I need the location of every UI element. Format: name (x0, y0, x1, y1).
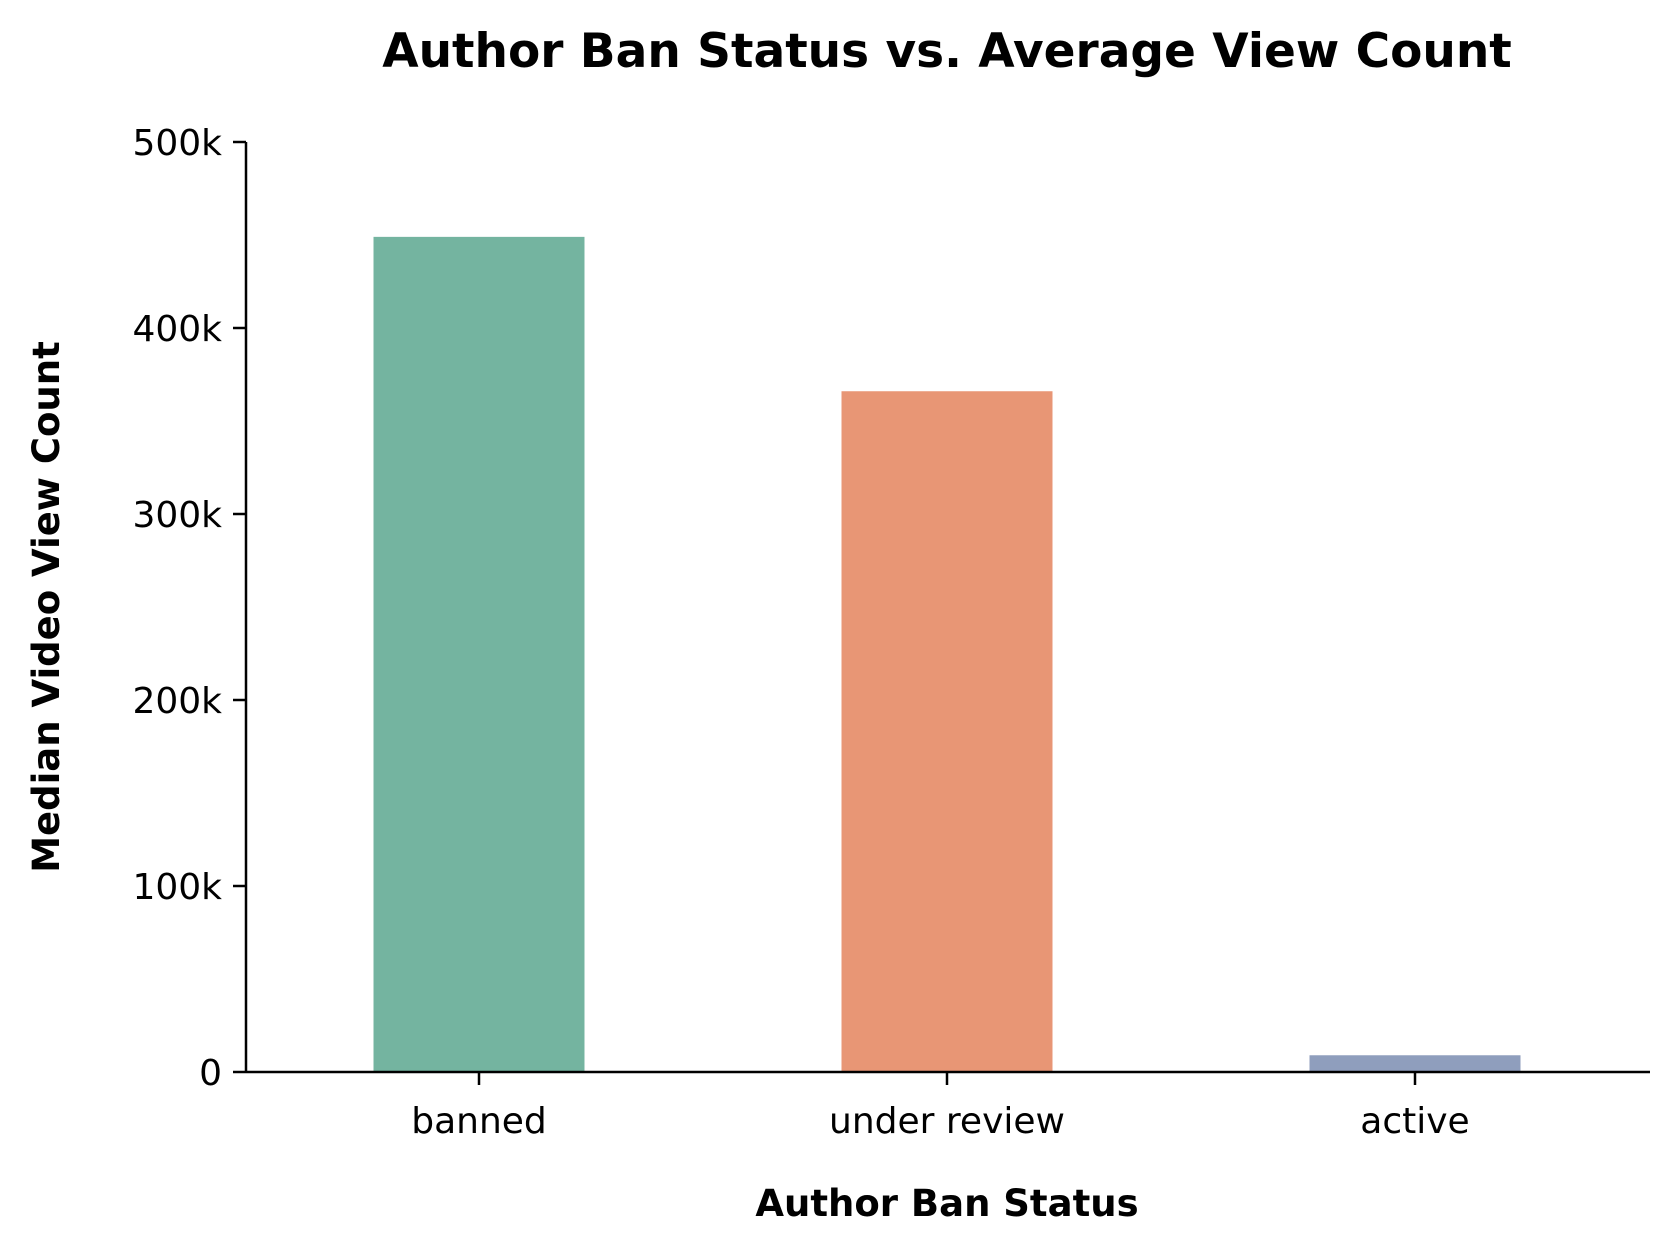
y-tick-label: 0 (199, 1053, 222, 1094)
x-axis-title: Author Ban Status (755, 1182, 1138, 1225)
x-tick-label: banned (411, 1101, 547, 1142)
y-tick-label: 200k (132, 681, 222, 722)
bar-active (1309, 1055, 1521, 1072)
chart-title: Author Ban Status vs. Average View Count (382, 24, 1512, 79)
bars-layer (373, 236, 1521, 1073)
y-tick-label: 300k (132, 495, 222, 536)
x-axis-ticks: banned under review active (411, 1072, 1470, 1142)
x-tick-label: active (1360, 1101, 1469, 1142)
bar-banned (373, 236, 585, 1073)
x-tick-label: under review (829, 1101, 1065, 1142)
y-tick-label: 500k (132, 123, 222, 164)
y-tick-label: 400k (132, 309, 222, 350)
y-axis-ticks: 0 100k 200k 300k 400k 500k (132, 123, 246, 1094)
y-axis-title: Median Video View Count (25, 341, 68, 873)
bar-under-review (841, 391, 1053, 1072)
y-tick-label: 100k (132, 867, 222, 908)
